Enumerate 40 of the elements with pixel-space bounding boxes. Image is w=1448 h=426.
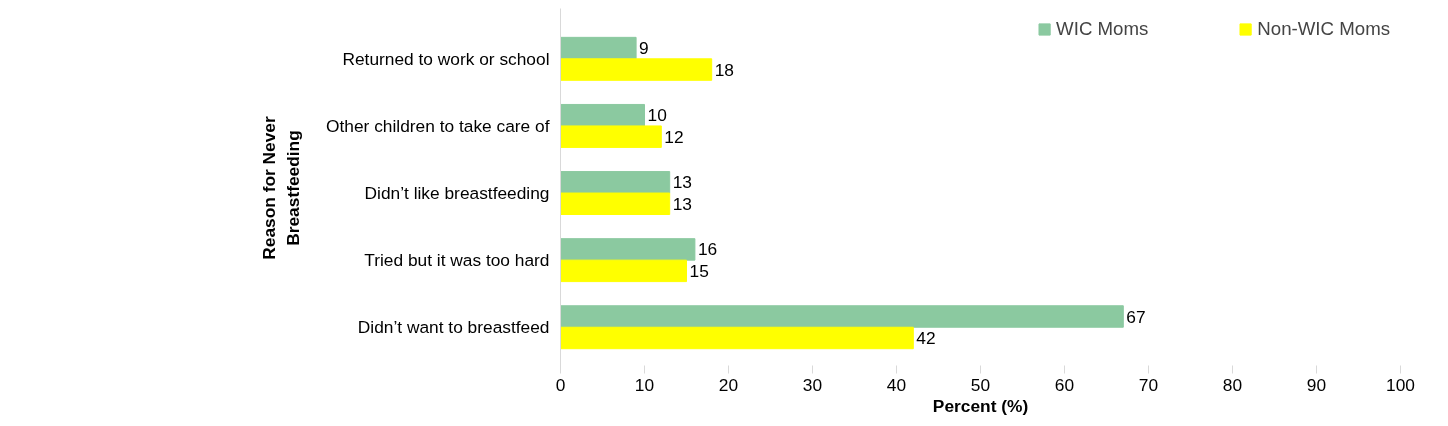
bar [560,171,671,194]
data-label: 13 [672,172,692,193]
data-label: 67 [1126,306,1146,327]
x-tick-label: 50 [970,374,991,395]
x-tick-label: 80 [1222,374,1243,395]
x-tick-label: 70 [1138,374,1159,395]
bar [560,36,637,60]
y-tick-label: Returned to work or school [342,48,550,69]
bar [560,259,687,283]
y-tick-label: Tried but it was too hard [364,250,550,271]
bar [560,58,713,81]
data-label: 16 [697,239,718,260]
x-tick-label: 0 [555,374,566,395]
data-label: 18 [714,59,734,80]
data-label: 15 [689,260,709,281]
data-label: 42 [916,327,936,348]
data-label: 13 [672,193,692,214]
y-tick-label: Didn’t want to breastfeed [357,317,550,338]
x-tick-label: 10 [634,374,655,395]
y-tick-label: Didn’t like breastfeeding [364,183,550,204]
x-tick-label: 20 [718,374,739,395]
bar [560,192,671,216]
bar [560,326,914,350]
x-tick-label: 60 [1054,374,1075,395]
x-tick-label: 40 [886,374,907,395]
bar [560,305,1124,328]
legend-label: Non-WIC Moms [1257,18,1390,40]
data-label: 12 [664,126,684,147]
x-tick-label: 30 [802,374,823,395]
x-tick-label: 90 [1306,374,1327,395]
legend-label: WIC Moms [1056,18,1149,40]
bar [560,125,662,148]
x-axis-title: Percent (%) [932,395,1029,416]
bar [560,103,645,127]
data-label: 9 [639,38,649,59]
y-axis-title: Reason for Never Breastfeeding [259,116,304,260]
bar [560,238,696,261]
y-tick-label: Other children to take care of [326,115,550,136]
data-label: 10 [647,105,667,126]
x-tick-label: 100 [1386,374,1415,395]
